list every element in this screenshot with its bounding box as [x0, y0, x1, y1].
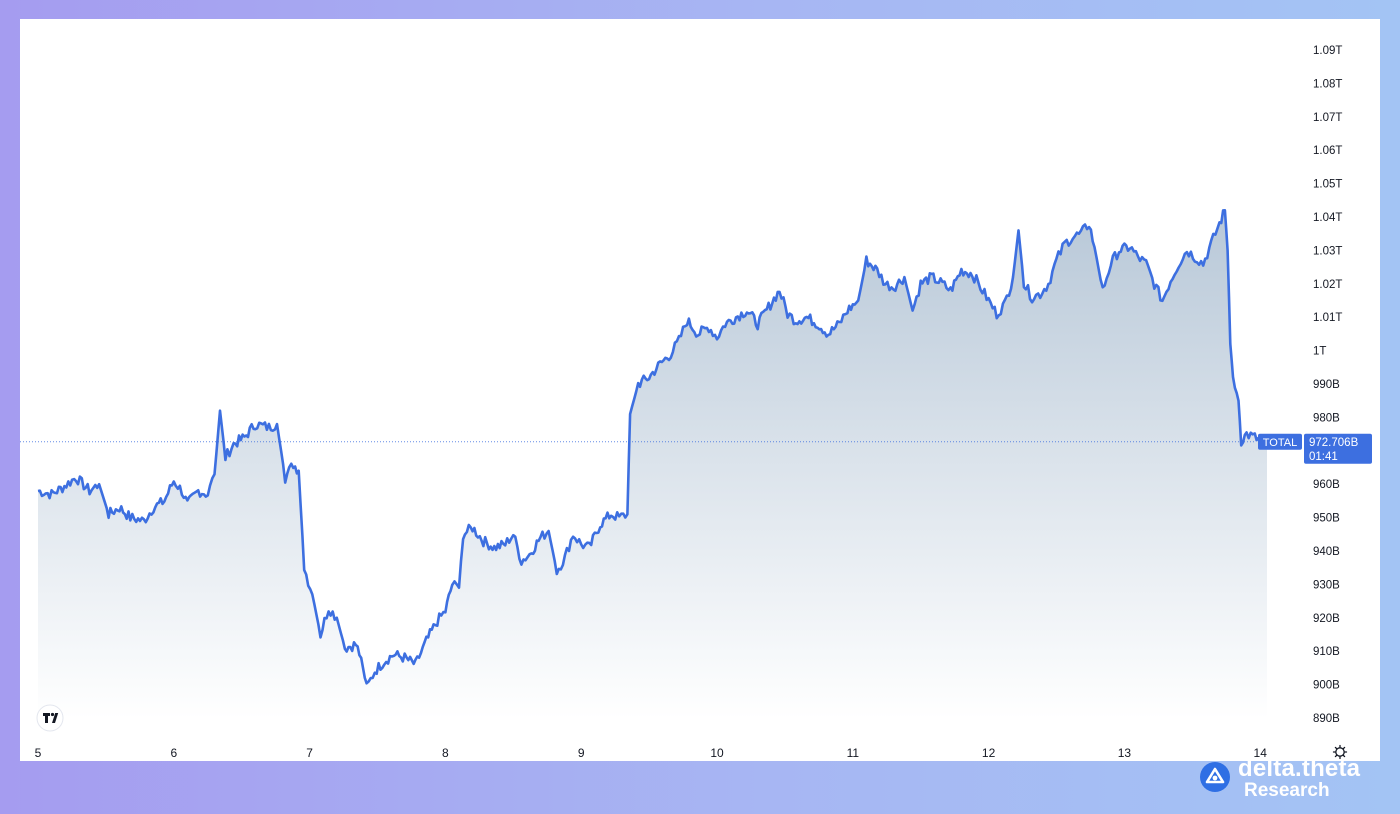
brand-subtitle: Research: [1244, 780, 1330, 801]
y-tick-label: 950B: [1313, 513, 1340, 525]
x-tick-label: 12: [982, 746, 996, 760]
y-tick-label: 980B: [1313, 412, 1340, 424]
series-area-total: [38, 210, 1267, 720]
y-tick-label: 930B: [1313, 579, 1340, 591]
last-price-tag: 972.706B 01:41: [1304, 433, 1372, 464]
last-price-value: 972.706B: [1309, 437, 1359, 449]
series-line-total[interactable]: [37, 209, 1269, 685]
chart-panel: 890B900B910B920B930B940B950B960B970B980B…: [20, 19, 1380, 761]
y-tick-label: 1.06T: [1313, 145, 1342, 157]
y-tick-label: 900B: [1313, 680, 1340, 692]
y-tick-label: 960B: [1313, 479, 1340, 491]
y-tick-label: 920B: [1313, 613, 1340, 625]
y-tick-label: 1.08T: [1313, 78, 1342, 90]
brand-logo: delta.theta Research: [1198, 755, 1378, 806]
series-name-tag: TOTAL: [1258, 433, 1302, 450]
series-name-label: TOTAL: [1263, 437, 1297, 449]
y-tick-label: 1.02T: [1313, 279, 1342, 291]
y-tick-label: 1.07T: [1313, 112, 1342, 124]
x-tick-label: 6: [170, 746, 177, 760]
x-tick-label: 10: [710, 746, 724, 760]
y-tick-label: 1T: [1313, 346, 1326, 358]
x-tick-label: 14: [1254, 746, 1268, 760]
tradingview-logo-icon: [36, 704, 64, 732]
y-tick-label: 1.01T: [1313, 312, 1342, 324]
y-tick-label: 910B: [1313, 646, 1340, 658]
y-tick-label: 1.09T: [1313, 45, 1342, 57]
x-tick-label: 11: [847, 746, 860, 760]
y-tick-label: 1.05T: [1313, 179, 1342, 191]
x-tick-label: 5: [35, 746, 42, 760]
y-tick-label: 890B: [1313, 713, 1340, 725]
y-tick-label: 940B: [1313, 546, 1340, 558]
brand-name: delta.theta: [1238, 755, 1361, 782]
y-tick-label: 1.03T: [1313, 245, 1342, 257]
price-chart[interactable]: 890B900B910B920B930B940B950B960B970B980B…: [20, 19, 1380, 761]
x-tick-label: 9: [578, 746, 585, 760]
x-tick-label: 7: [306, 746, 313, 760]
gear-icon[interactable]: [1332, 744, 1348, 760]
bar-countdown: 01:41: [1309, 451, 1338, 463]
delta-theta-logo-icon: [1200, 762, 1230, 792]
x-tick-label: 8: [442, 746, 449, 760]
x-tick-label: 13: [1118, 746, 1132, 760]
y-tick-label: 990B: [1313, 379, 1340, 391]
y-tick-label: 1.04T: [1313, 212, 1342, 224]
